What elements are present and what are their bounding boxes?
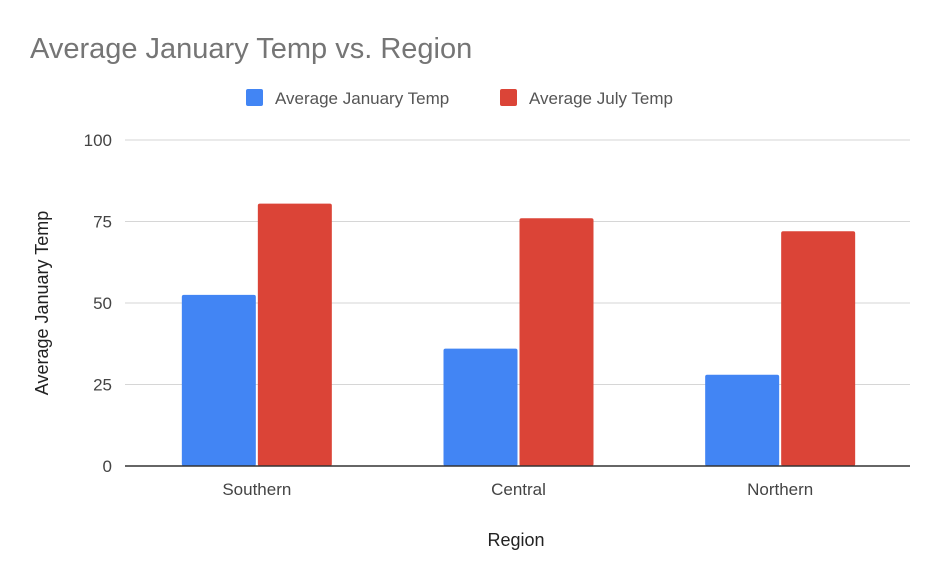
- y-tick-label: 25: [93, 376, 112, 395]
- y-tick-label: 50: [93, 294, 112, 313]
- legend: Average January Temp Average July Temp: [246, 89, 673, 108]
- chart-title: Average January Temp vs. Region: [30, 33, 472, 65]
- legend-swatch-january: [246, 89, 263, 106]
- x-tick-label: Southern: [222, 480, 291, 499]
- bar-january-southern: [181, 294, 256, 466]
- bar-january-northern: [705, 374, 780, 466]
- y-tick-label: 0: [103, 457, 112, 476]
- y-tick-label: 100: [84, 131, 112, 150]
- legend-swatch-july: [500, 89, 517, 106]
- legend-label-january: Average January Temp: [275, 89, 449, 108]
- bar-july-southern: [257, 203, 332, 466]
- bar-july-central: [519, 218, 594, 466]
- legend-label-july: Average July Temp: [529, 89, 673, 108]
- y-axis-title: Average January Temp: [32, 211, 52, 395]
- y-axis-ticks: 0 25 50 75 100: [84, 131, 112, 476]
- bar-january-central: [443, 348, 518, 466]
- x-tick-label: Central: [491, 480, 546, 499]
- bar-july-northern: [781, 231, 856, 466]
- y-tick-label: 75: [93, 213, 112, 232]
- x-tick-label: Northern: [747, 480, 813, 499]
- bars: [181, 203, 856, 466]
- x-axis-ticks: Southern Central Northern: [222, 480, 813, 499]
- x-axis-title: Region: [487, 530, 544, 550]
